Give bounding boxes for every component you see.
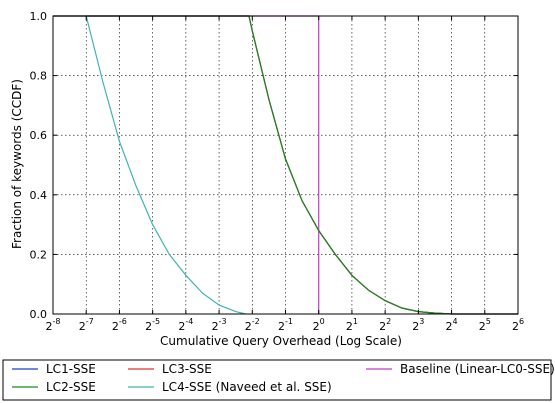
- series-line-3: [85, 15, 246, 315]
- x-tick-label: 21: [346, 317, 358, 333]
- x-tick-label: 25: [479, 317, 491, 333]
- x-tick-label: 2-6: [112, 317, 127, 333]
- x-tick-label: 2-1: [278, 317, 293, 333]
- series-line-4: [86, 15, 320, 314]
- y-tick-label: 0.6: [30, 129, 48, 142]
- x-tick-label: 22: [379, 317, 391, 333]
- y-tick-label: 1.0: [30, 10, 48, 23]
- x-tick-label: 2-3: [212, 317, 227, 333]
- legend: LC1-SSE LC2-SSE LC3-SSE LC4-SSE (Naveed et …: [2, 359, 555, 401]
- y-tick-labels: 0.0 0.2 0.4 0.6 0.8 1.0: [30, 10, 48, 321]
- x-tick-label: 2-5: [145, 317, 160, 333]
- grid-lines: [53, 16, 518, 314]
- x-tick-label: 2-7: [79, 317, 94, 333]
- x-axis-label: Cumulative Query Overhead (Log Scale): [160, 334, 402, 348]
- legend-label-3: LC4-SSE (Naveed et al. SSE): [162, 380, 332, 394]
- legend-label-4: Baseline (Linear-LC0-SSE): [400, 362, 555, 376]
- y-tick-label: 0.8: [30, 70, 48, 83]
- y-tick-label: 0.2: [30, 248, 48, 261]
- legend-label-1: LC2-SSE: [46, 380, 96, 394]
- x-tick-label: 24: [446, 317, 458, 333]
- legend-label-0: LC1-SSE: [46, 362, 96, 376]
- x-tick-label: 2-4: [178, 317, 193, 333]
- axis-ticks: [52, 15, 519, 315]
- x-tick-label: 2-8: [46, 317, 61, 333]
- x-tick-label: 26: [512, 317, 524, 333]
- x-tick-label: 2-2: [245, 317, 260, 333]
- series-line-1: [53, 15, 518, 315]
- legend-frame: [2, 359, 552, 401]
- x-tick-labels: 2-8 2-7 2-6 2-5 2-4 2-3 2-2 2-1 20 21 22 23 24 25 26: [46, 317, 525, 333]
- y-tick-label: 0.4: [30, 189, 48, 202]
- x-tick-label: 23: [412, 317, 424, 333]
- y-tick-label: 0.0: [30, 308, 48, 321]
- legend-label-2: LC3-SSE: [162, 362, 212, 376]
- y-axis-label: Fraction of keywords (CCDF): [10, 79, 24, 249]
- x-tick-label: 20: [313, 317, 325, 333]
